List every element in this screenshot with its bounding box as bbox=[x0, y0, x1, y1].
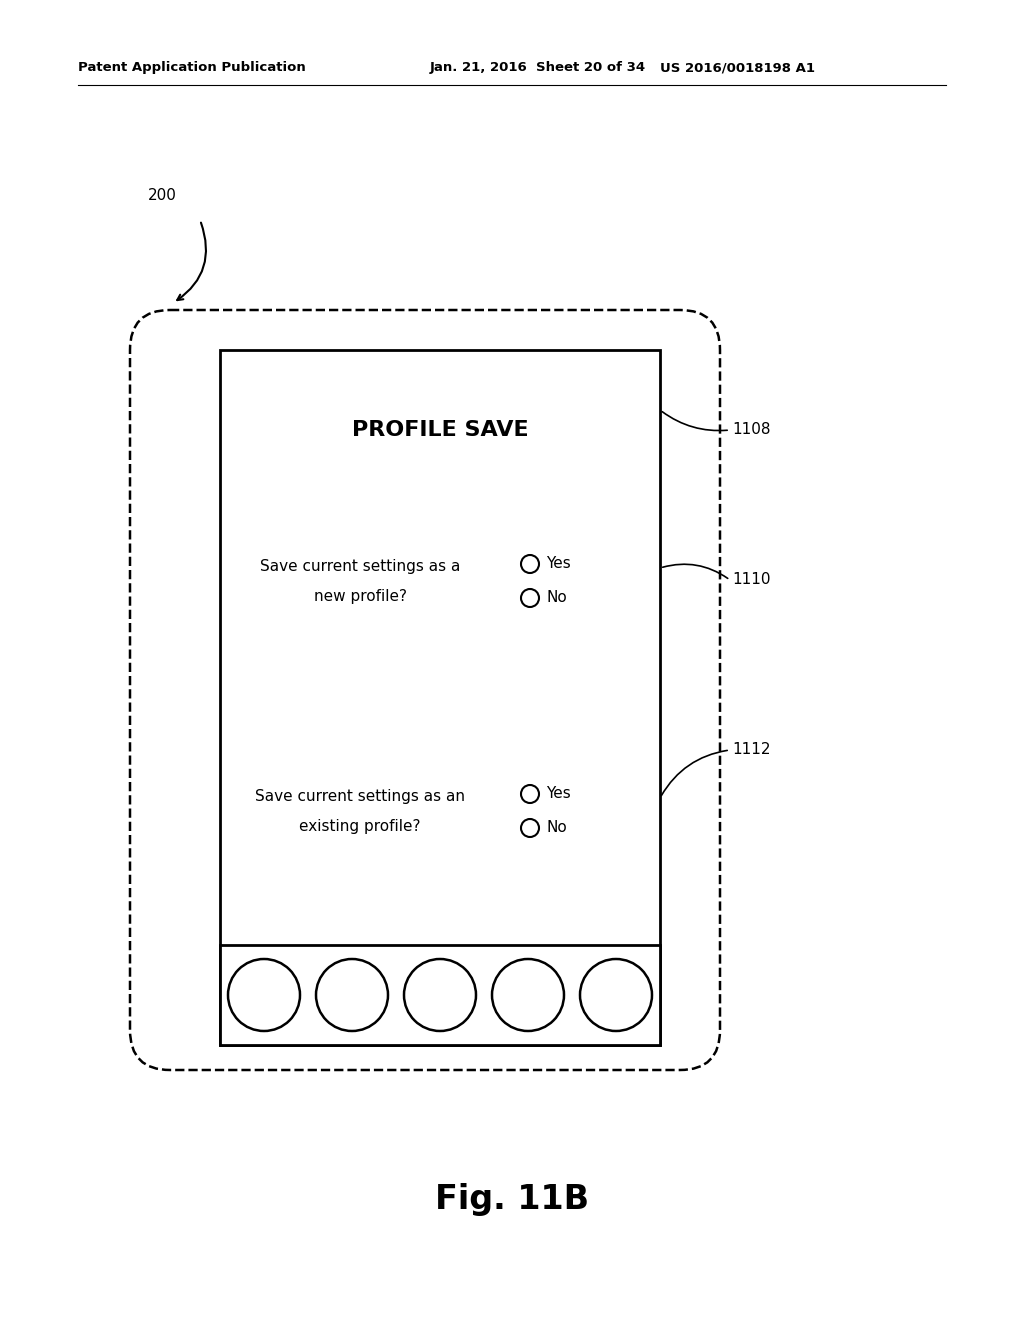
Circle shape bbox=[404, 960, 476, 1031]
Text: Jan. 21, 2016  Sheet 20 of 34: Jan. 21, 2016 Sheet 20 of 34 bbox=[430, 62, 646, 74]
Text: US 2016/0018198 A1: US 2016/0018198 A1 bbox=[660, 62, 815, 74]
Text: No: No bbox=[546, 821, 566, 836]
Text: 1108: 1108 bbox=[732, 422, 770, 437]
Text: Yes: Yes bbox=[546, 557, 570, 572]
Circle shape bbox=[521, 785, 539, 803]
Circle shape bbox=[580, 960, 652, 1031]
Text: No: No bbox=[546, 590, 566, 606]
FancyBboxPatch shape bbox=[130, 310, 720, 1071]
Text: Patent Application Publication: Patent Application Publication bbox=[78, 62, 306, 74]
Text: Fig. 11B: Fig. 11B bbox=[435, 1184, 589, 1217]
Circle shape bbox=[521, 554, 539, 573]
Text: Save current settings as an: Save current settings as an bbox=[255, 788, 465, 804]
Circle shape bbox=[492, 960, 564, 1031]
Text: Yes: Yes bbox=[546, 787, 570, 801]
Text: new profile?: new profile? bbox=[313, 589, 407, 603]
Text: 200: 200 bbox=[148, 187, 177, 202]
Text: PROFILE SAVE: PROFILE SAVE bbox=[351, 420, 528, 440]
Text: 1112: 1112 bbox=[732, 742, 770, 758]
Bar bbox=[220, 945, 660, 1045]
Circle shape bbox=[228, 960, 300, 1031]
Bar bbox=[220, 350, 660, 1045]
Circle shape bbox=[521, 589, 539, 607]
Text: Save current settings as a: Save current settings as a bbox=[260, 558, 460, 573]
Circle shape bbox=[521, 818, 539, 837]
Text: existing profile?: existing profile? bbox=[299, 818, 421, 833]
Text: 1110: 1110 bbox=[732, 573, 770, 587]
Circle shape bbox=[316, 960, 388, 1031]
